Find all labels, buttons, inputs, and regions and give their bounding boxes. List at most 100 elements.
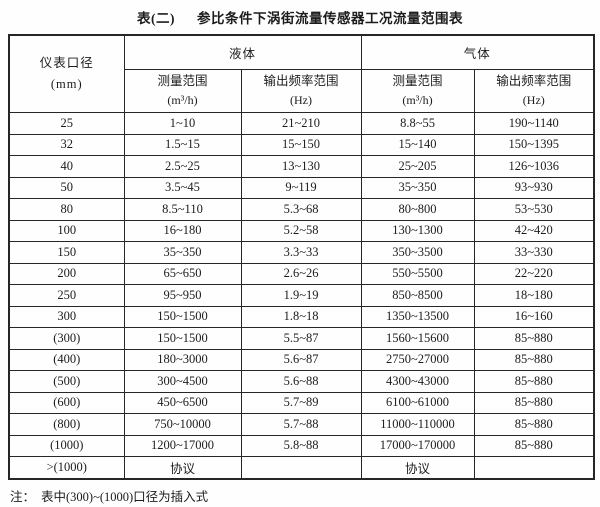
- table-row: 40 2.5~25 13~130 25~205 126~1036: [8, 155, 595, 178]
- value-cell: 85~880: [473, 391, 595, 414]
- value-cell: 53~530: [473, 198, 595, 221]
- diameter-cell: (300): [8, 327, 125, 350]
- value-cell: 8.5~110: [123, 198, 242, 221]
- table-title-text: 参比条件下涡街流量传感器工况流量范围表: [197, 11, 463, 26]
- value-cell: 6100~61000: [360, 391, 475, 414]
- value-cell: 16~180: [123, 219, 242, 242]
- value-cell: 11000~110000: [360, 413, 475, 436]
- diameter-cell: >(1000): [8, 456, 125, 479]
- table-row: 250 95~950 1.9~19 850~8500 18~180: [8, 284, 595, 307]
- value-cell: 1~10: [123, 112, 242, 135]
- header-text: 输出频率范围: [263, 74, 339, 89]
- table-row: 25 1~10 21~210 8.8~55 190~1140: [8, 112, 595, 135]
- value-cell: 5.6~87: [240, 348, 362, 371]
- value-cell: 9~119: [240, 176, 362, 199]
- footnote-label: 注：: [10, 489, 36, 504]
- diameter-cell: 25: [8, 112, 125, 135]
- header-text: 测量范围: [157, 74, 208, 89]
- value-cell: 18~180: [473, 284, 595, 307]
- table-row: >(1000) 协议 协议: [8, 456, 595, 479]
- col-header-liquid-frequency: 输出频率范围 (Hz): [240, 69, 362, 113]
- value-cell: 150~1500: [123, 327, 242, 350]
- table-row: 32 1.5~15 15~150 15~140 150~1395: [8, 133, 595, 156]
- diameter-cell: 40: [8, 155, 125, 178]
- diameter-cell: 300: [8, 305, 125, 328]
- header-unit: (Hz): [522, 93, 545, 108]
- value-cell: 300~4500: [123, 370, 242, 393]
- value-cell: 85~880: [473, 370, 595, 393]
- value-cell: 1.5~15: [123, 133, 242, 156]
- value-cell: 190~1140: [473, 112, 595, 135]
- value-cell: 180~3000: [123, 348, 242, 371]
- diameter-cell: 50: [8, 176, 125, 199]
- diameter-cell: (400): [8, 348, 125, 371]
- diameter-cell: 150: [8, 241, 125, 264]
- col-header-gas-range: 测量范围 (m³/h): [360, 69, 475, 113]
- value-cell: 350~3500: [360, 241, 475, 264]
- value-cell: 协议: [123, 456, 242, 479]
- table-number-label: 表(二): [137, 11, 175, 26]
- value-cell: 150~1395: [473, 133, 595, 156]
- flow-range-table: 仪表口径 (mm) 液体 气体 测量范围 (m³/h) 输出频率范围 (Hz) …: [8, 34, 596, 480]
- value-cell: 15~140: [360, 133, 475, 156]
- group-header-gas: 气体: [360, 34, 595, 70]
- value-cell: 5.7~89: [240, 391, 362, 414]
- diameter-cell: (600): [8, 391, 125, 414]
- diameter-cell: 200: [8, 262, 125, 285]
- value-cell: 1350~13500: [360, 305, 475, 328]
- header-row-sub: 测量范围 (m³/h) 输出频率范围 (Hz) 测量范围 (m³/h) 输出频率…: [9, 69, 595, 113]
- value-cell: 8.8~55: [360, 112, 475, 135]
- table-row: 50 3.5~45 9~119 35~350 93~930: [8, 176, 595, 199]
- value-cell: [473, 456, 595, 479]
- value-cell: 17000~170000: [360, 434, 475, 457]
- value-cell: 15~150: [240, 133, 362, 156]
- table-row: 300 150~1500 1.8~18 1350~13500 16~160: [8, 305, 595, 328]
- table-row: 200 65~650 2.6~26 550~5500 22~220: [8, 262, 595, 285]
- value-cell: 5.2~58: [240, 219, 362, 242]
- value-cell: 42~420: [473, 219, 595, 242]
- value-cell: 85~880: [473, 327, 595, 350]
- table-row: (600) 450~6500 5.7~89 6100~61000 85~880: [8, 391, 595, 414]
- value-cell: 16~160: [473, 305, 595, 328]
- table-title: 表(二) 参比条件下涡街流量传感器工况流量范围表: [0, 0, 600, 27]
- value-cell: 450~6500: [123, 391, 242, 414]
- value-cell: 3.5~45: [123, 176, 242, 199]
- value-cell: 33~330: [473, 241, 595, 264]
- value-cell: 850~8500: [360, 284, 475, 307]
- value-cell: 85~880: [473, 434, 595, 457]
- value-cell: 85~880: [473, 413, 595, 436]
- value-cell: 1.8~18: [240, 305, 362, 328]
- col-header-diameter-label: 仪表口径: [39, 55, 94, 70]
- value-cell: 4300~43000: [360, 370, 475, 393]
- value-cell: 1560~15600: [360, 327, 475, 350]
- value-cell: 126~1036: [473, 155, 595, 178]
- diameter-cell: (800): [8, 413, 125, 436]
- header-unit: (m³/h): [402, 93, 433, 108]
- diameter-cell: (1000): [8, 434, 125, 457]
- diameter-cell: 250: [8, 284, 125, 307]
- value-cell: 1200~17000: [123, 434, 242, 457]
- value-cell: 95~950: [123, 284, 242, 307]
- diameter-cell: 100: [8, 219, 125, 242]
- value-cell: 130~1300: [360, 219, 475, 242]
- diameter-cell: 32: [8, 133, 125, 156]
- value-cell: 21~210: [240, 112, 362, 135]
- header-row-groups: 仪表口径 (mm) 液体 气体: [8, 34, 595, 113]
- value-cell: 5.3~68: [240, 198, 362, 221]
- value-cell: 65~650: [123, 262, 242, 285]
- table-row: (800) 750~10000 5.7~88 11000~110000 85~880: [8, 413, 595, 436]
- diameter-cell: (500): [8, 370, 125, 393]
- value-cell: 5.5~87: [240, 327, 362, 350]
- value-cell: 93~930: [473, 176, 595, 199]
- col-header-diameter: 仪表口径 (mm): [8, 34, 125, 113]
- value-cell: 2750~27000: [360, 348, 475, 371]
- table-row: 100 16~180 5.2~58 130~1300 42~420: [8, 219, 595, 242]
- value-cell: 750~10000: [123, 413, 242, 436]
- table-row: (1000) 1200~17000 5.8~88 17000~170000 85~880: [8, 434, 595, 457]
- value-cell: 2.5~25: [123, 155, 242, 178]
- header-unit: (Hz): [290, 93, 312, 108]
- value-cell: 22~220: [473, 262, 595, 285]
- value-cell: 5.8~88: [240, 434, 362, 457]
- value-cell: 5.7~88: [240, 413, 362, 436]
- value-cell: 150~1500: [123, 305, 242, 328]
